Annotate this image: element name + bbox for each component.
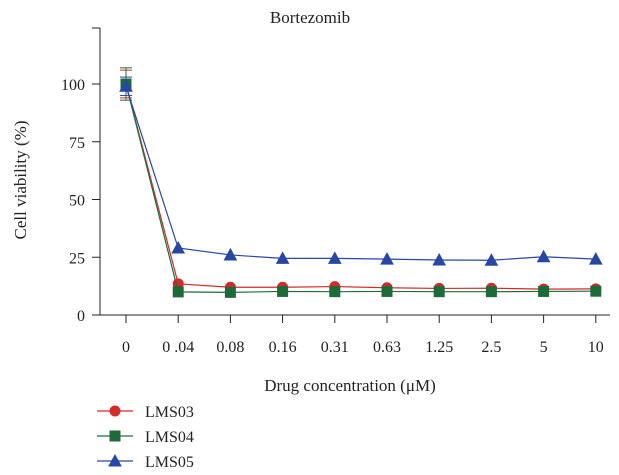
data-point	[224, 286, 236, 298]
data-point	[433, 286, 445, 298]
legend-label: LMS04	[145, 429, 194, 446]
data-point	[538, 285, 550, 297]
data-point	[171, 240, 186, 254]
y-tick-label: 75	[69, 135, 85, 152]
y-axis-title: Cell viability (%)	[11, 121, 30, 240]
y-tick-label: 0	[77, 308, 85, 325]
data-point	[327, 251, 342, 264]
x-tick-label: 10	[588, 339, 604, 356]
x-tick-label: 5	[540, 339, 548, 356]
x-tick-label: 0.16	[269, 339, 297, 356]
legend: LMS03 LMS04 LMS05	[97, 404, 194, 471]
data-point	[119, 79, 133, 92]
legend-marker	[108, 453, 122, 467]
legend-marker	[109, 430, 121, 442]
y-tick-label: 100	[61, 77, 85, 94]
data-point	[484, 253, 499, 266]
y-axis-ticks: 0 25 50 75 100	[61, 27, 100, 325]
data-point	[536, 249, 551, 263]
legend-marker	[109, 405, 121, 417]
x-tick-label: 0 .04	[162, 339, 194, 356]
data-point	[329, 286, 341, 298]
x-tick-label: 1.25	[425, 339, 453, 356]
y-tick-label: 50	[69, 193, 85, 210]
chart-title: Bortezomib	[270, 8, 350, 27]
data-point	[277, 285, 289, 297]
series-lms05	[119, 76, 603, 266]
legend-label: LMS05	[145, 454, 194, 471]
data-point	[380, 252, 394, 265]
data-point	[275, 251, 290, 264]
x-tick-label: 0	[122, 339, 130, 356]
x-tick-label: 0.63	[373, 339, 401, 356]
series-lms04	[120, 67, 602, 298]
data-point	[588, 252, 603, 265]
legend-item-lms04: LMS04	[97, 429, 194, 446]
series-line	[125, 86, 596, 261]
x-tick-label: 2.5	[481, 339, 501, 356]
legend-label: LMS03	[145, 404, 194, 421]
data-point	[590, 285, 602, 297]
data-point	[223, 247, 238, 261]
x-axis-title: Drug concentration (μM)	[264, 376, 436, 395]
legend-item-lms05: LMS05	[97, 453, 194, 471]
x-tick-label: 0.08	[216, 339, 244, 356]
series-line	[125, 83, 596, 290]
data-point	[485, 286, 497, 298]
series-line	[125, 83, 596, 293]
legend-item-lms03: LMS03	[97, 404, 194, 421]
data-point	[432, 252, 447, 266]
x-tick-label: 0.31	[321, 339, 349, 356]
data-point	[172, 286, 184, 298]
series-layer	[119, 67, 603, 298]
x-axis-ticks: 0 0 .04 0.08 0.16 0.31 0.63 1.25 2.5 5 10	[122, 315, 604, 356]
series-lms03	[120, 69, 602, 295]
y-tick-label: 25	[69, 250, 85, 267]
data-point	[381, 285, 393, 297]
